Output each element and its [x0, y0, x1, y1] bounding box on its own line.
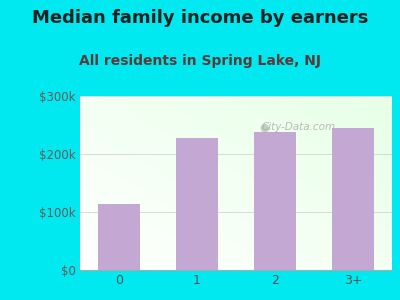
Bar [254, 132, 296, 270]
Bar [98, 205, 140, 270]
Bar [332, 128, 374, 270]
Text: City-Data.com: City-Data.com [261, 122, 336, 132]
Text: All residents in Spring Lake, NJ: All residents in Spring Lake, NJ [79, 54, 321, 68]
Text: Median family income by earners: Median family income by earners [32, 9, 368, 27]
Bar [176, 138, 218, 270]
Text: ●: ● [259, 122, 269, 132]
